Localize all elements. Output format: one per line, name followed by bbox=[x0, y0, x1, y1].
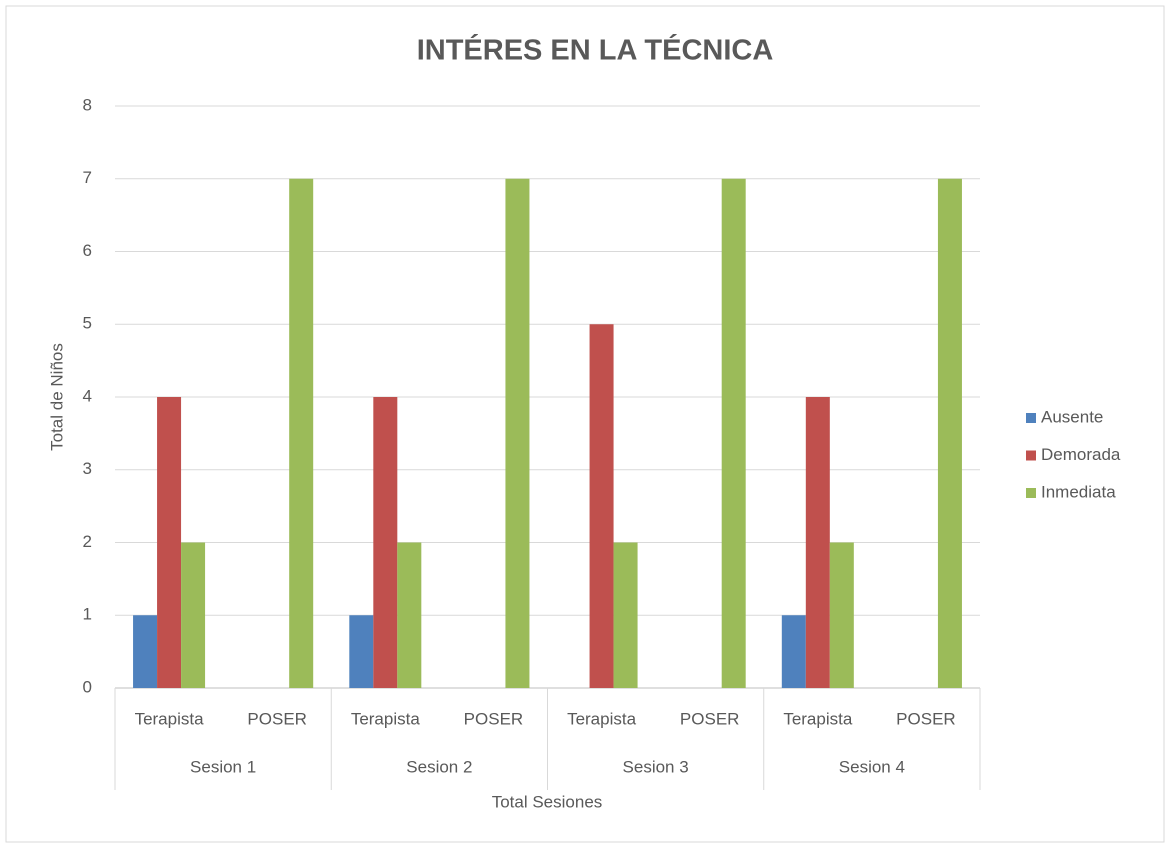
y-tick-label: 4 bbox=[83, 386, 92, 405]
x-tick-label: POSER bbox=[680, 709, 740, 728]
y-tick-label: 7 bbox=[83, 168, 92, 187]
group-label: Sesion 1 bbox=[190, 757, 256, 776]
y-tick-label: 3 bbox=[83, 459, 92, 478]
bar bbox=[397, 542, 422, 688]
group-label: Sesion 3 bbox=[623, 757, 689, 776]
legend-swatch bbox=[1026, 413, 1036, 423]
bar bbox=[289, 178, 314, 688]
legend-swatch bbox=[1026, 488, 1036, 498]
x-tick-label: POSER bbox=[896, 709, 956, 728]
legend-label: Inmediata bbox=[1041, 482, 1116, 501]
bar bbox=[181, 542, 206, 688]
x-tick-label: Terapista bbox=[351, 709, 421, 728]
chart-title: INTÉRES EN LA TÉCNICA bbox=[417, 33, 774, 67]
x-tick-label: Terapista bbox=[783, 709, 853, 728]
bar bbox=[721, 178, 746, 688]
bar bbox=[613, 542, 638, 688]
y-tick-label: 6 bbox=[83, 241, 92, 260]
group-label: Sesion 4 bbox=[839, 757, 905, 776]
bar bbox=[349, 615, 374, 688]
bar bbox=[133, 615, 158, 688]
x-tick-label: Terapista bbox=[135, 709, 205, 728]
y-axis-title: Total de Niños bbox=[47, 343, 66, 451]
y-tick-label: 8 bbox=[83, 95, 92, 114]
x-tick-label: POSER bbox=[247, 709, 307, 728]
x-axis-title: Total Sesiones bbox=[492, 792, 603, 811]
y-tick-label: 0 bbox=[83, 677, 92, 696]
legend-swatch bbox=[1026, 450, 1036, 461]
y-tick-label: 1 bbox=[83, 605, 92, 624]
bar bbox=[829, 542, 854, 688]
y-tick-label: 2 bbox=[83, 532, 92, 551]
bar bbox=[589, 324, 614, 688]
y-tick-label: 5 bbox=[83, 314, 92, 333]
group-label: Sesion 2 bbox=[406, 757, 472, 776]
chart-border bbox=[5, 5, 1165, 843]
bar bbox=[937, 178, 962, 688]
bar bbox=[157, 397, 182, 688]
bar bbox=[781, 615, 806, 688]
legend-label: Ausente bbox=[1041, 407, 1103, 426]
x-tick-label: Terapista bbox=[567, 709, 637, 728]
legend-label: Demorada bbox=[1041, 445, 1121, 464]
bar bbox=[805, 397, 830, 688]
x-tick-label: POSER bbox=[464, 709, 524, 728]
bar bbox=[505, 178, 530, 688]
bar bbox=[373, 397, 398, 688]
